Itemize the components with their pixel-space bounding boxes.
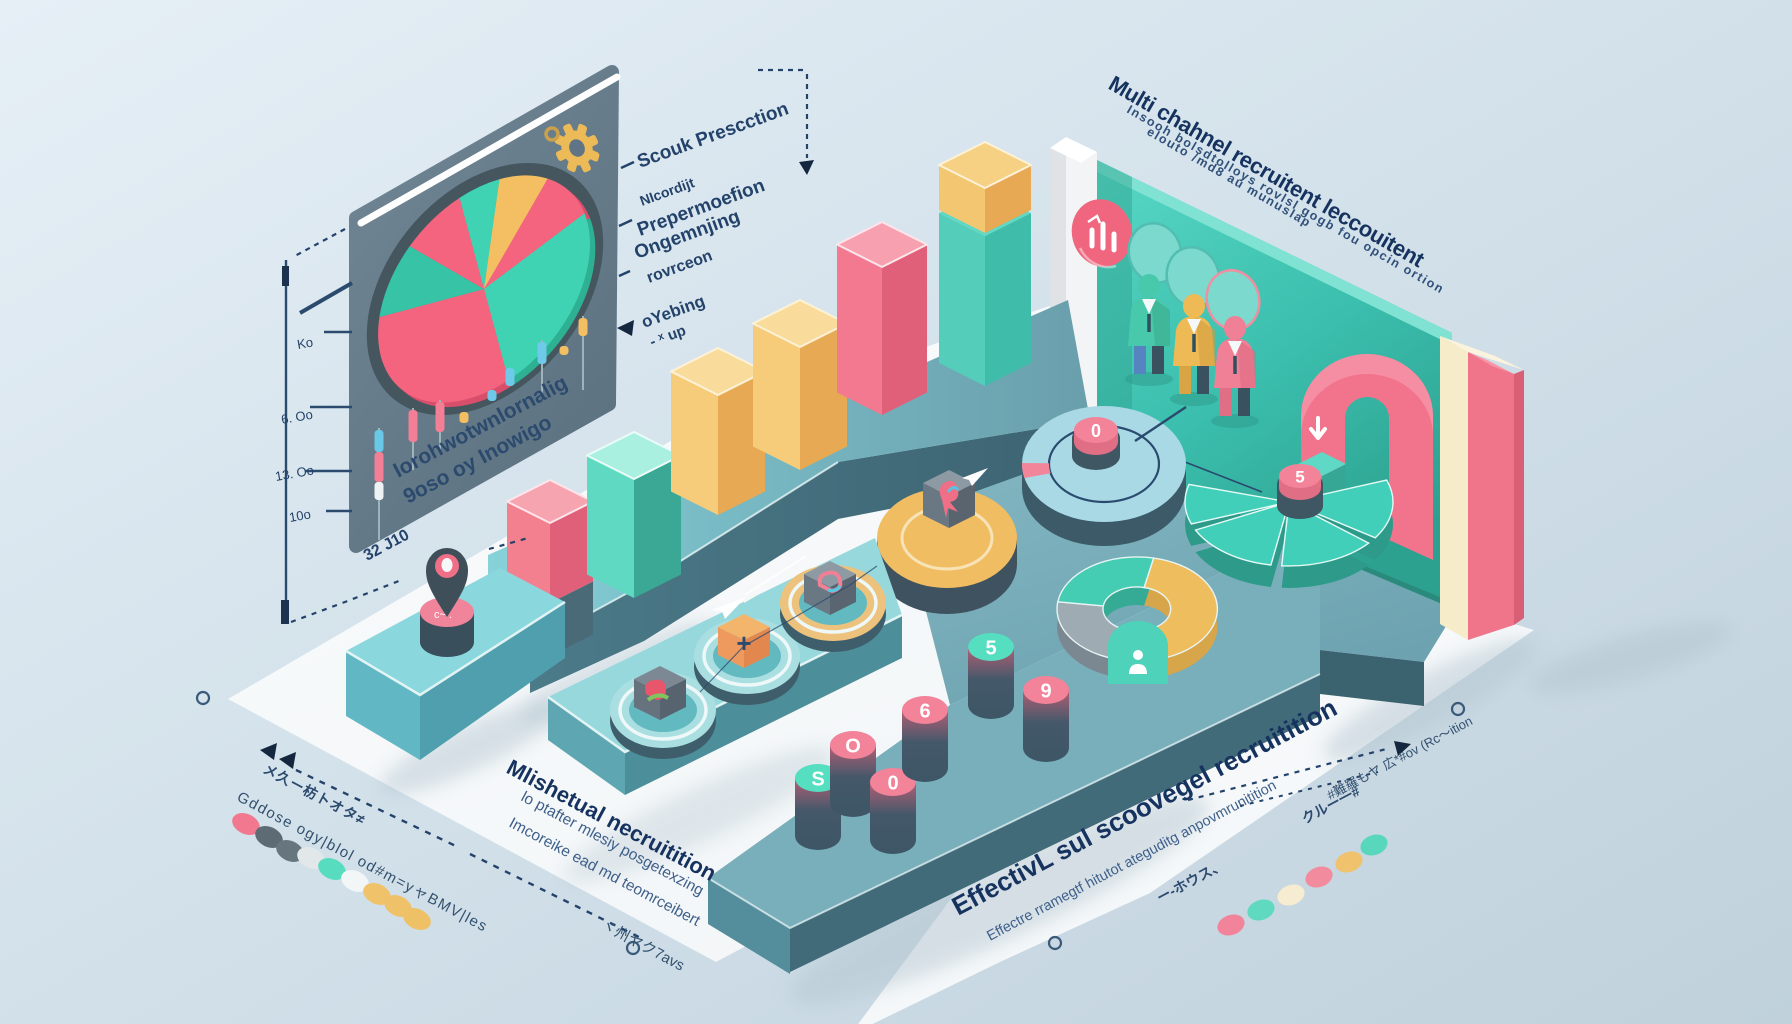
svg-text:5: 5 [1295,468,1304,487]
svg-text:10o: 10o [288,506,312,525]
svg-text:0: 0 [887,773,898,795]
svg-text:5: 5 [985,638,996,660]
svg-text:O: O [845,736,861,758]
svg-text:9: 9 [1040,681,1051,703]
svg-text:0: 0 [1091,421,1101,441]
svg-text:6: 6 [919,701,930,723]
svg-text:13. Oo: 13. Oo [274,462,315,484]
svg-text:6. Oo: 6. Oo [280,407,314,427]
svg-text:Ko: Ko [296,334,314,352]
svg-text:S: S [811,769,824,791]
